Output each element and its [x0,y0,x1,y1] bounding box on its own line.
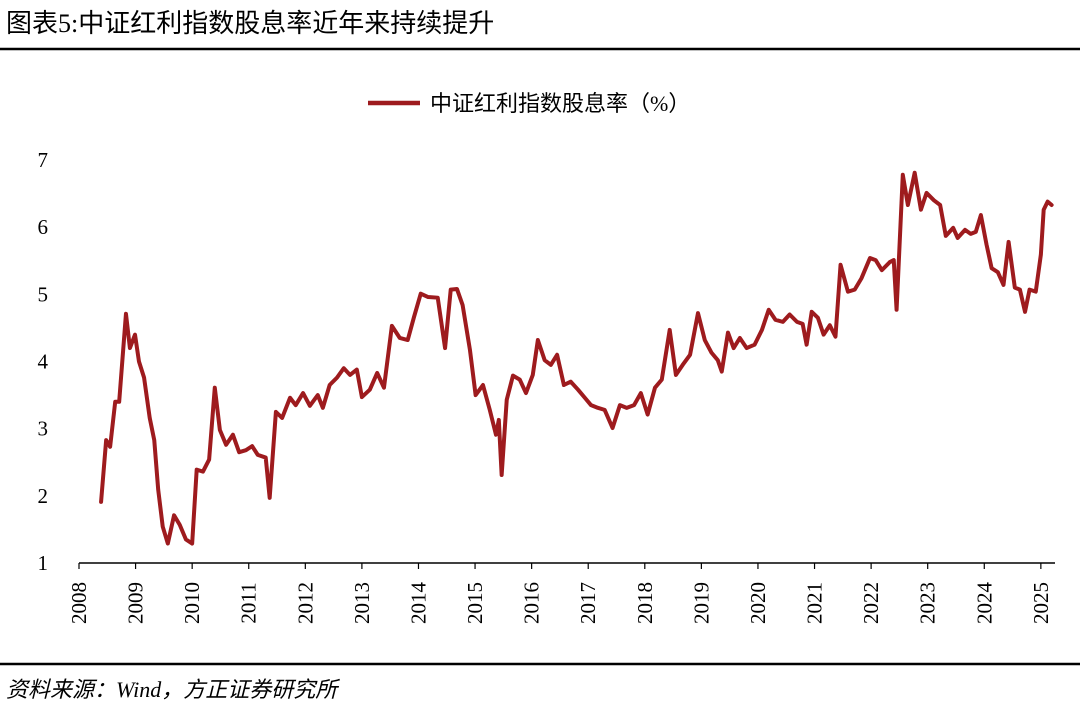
chart-title: 图表5:中证红利指数股息率近年来持续提升 [6,9,494,38]
data-line [99,170,1054,546]
x-tick-label: 2010 [180,582,204,624]
x-tick-label: 2013 [350,582,374,624]
y-tick-label: 4 [38,350,49,374]
x-tick-label: 2014 [406,582,430,625]
y-tick-label: 1 [38,551,49,575]
y-tick-label: 2 [38,484,49,508]
legend-label: 中证红利指数股息率（%） [430,91,690,116]
y-tick-label: 6 [38,215,49,239]
x-tick-label: 2023 [916,582,940,624]
x-tick-label: 2012 [293,582,317,624]
source-note: 资料来源：Wind，方正证券研究所 [6,677,340,702]
x-tick-label: 2025 [1029,582,1053,624]
x-tick-label: 2018 [633,582,657,624]
x-tick-label: 2008 [67,582,91,624]
x-tick-label: 2022 [859,582,883,624]
y-tick-label: 5 [38,282,49,306]
x-tick-label: 2020 [746,582,770,624]
x-tick-label: 2015 [463,582,487,624]
x-tick-label: 2024 [972,582,996,625]
y-tick-label: 3 [38,417,49,441]
x-tick-label: 2011 [237,582,261,623]
y-tick-label: 7 [38,148,49,172]
x-tick-label: 2009 [124,582,148,624]
x-tick-label: 2019 [689,582,713,624]
x-tick-label: 2021 [803,582,827,624]
x-tick-label: 2017 [576,582,600,624]
x-tick-label: 2016 [520,582,544,624]
